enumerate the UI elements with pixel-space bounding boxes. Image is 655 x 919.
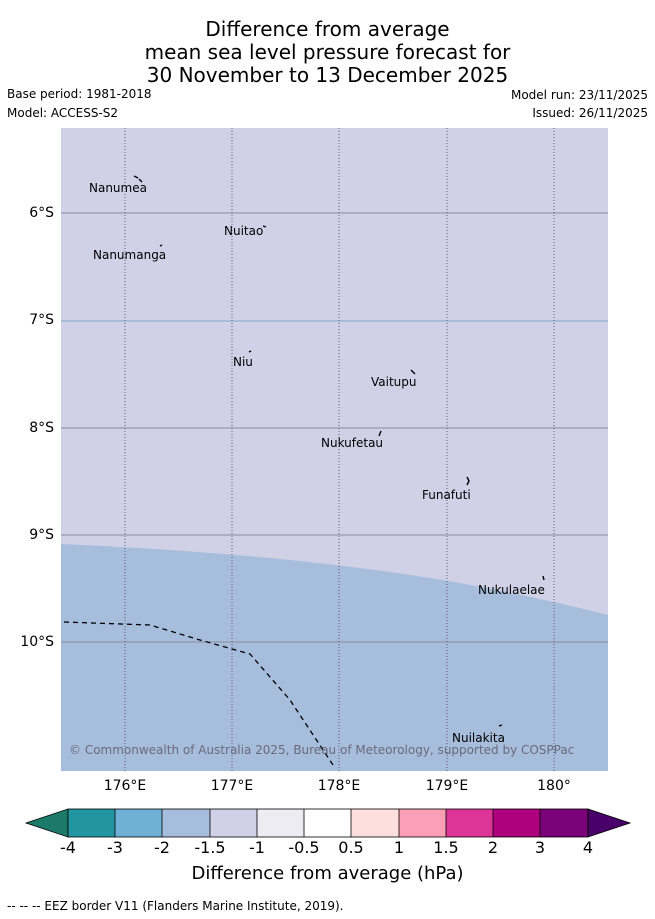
lat-gridlines (61, 212, 608, 643)
cbar-tick: 1.5 (433, 838, 459, 857)
cbar-bin-10 (493, 809, 540, 837)
island-niu (248, 350, 252, 353)
cbar-tick: -1.5 (194, 838, 226, 857)
cbar-extend-high (587, 808, 632, 838)
cbar-bin-11 (540, 809, 588, 837)
cbar-bin-8 (399, 809, 446, 837)
lat-label-7s: 7°S (29, 312, 54, 328)
colorbar-label: Difference from average (hPa) (191, 863, 464, 884)
cbar-bin-6 (304, 809, 351, 837)
cbar-bin-7 (351, 809, 399, 837)
cbar-tick: 1 (393, 838, 405, 857)
lon-label-177e: 177°E (210, 778, 254, 794)
island-nanumanga (159, 244, 163, 247)
place-funafuti: Funafuti (422, 488, 471, 502)
title-line-1: Difference from average (205, 17, 450, 41)
cbar-tick: -4 (60, 838, 76, 857)
island-shapes (133, 175, 545, 727)
lat-label-8s: 8°S (29, 420, 54, 436)
lon-label-178e: 178°E (317, 778, 361, 794)
place-nuitao: Nuitao (224, 224, 264, 238)
place-nanumanga: Nanumanga (93, 248, 167, 262)
cbar-bin-4 (210, 809, 257, 837)
copyright-notice: © Commonwealth of Australia 2025, Bureau… (69, 743, 575, 757)
lat-label-9s: 9°S (29, 527, 54, 543)
island-nuilakita (498, 724, 503, 727)
lon-label-179e: 179°E (425, 778, 469, 794)
place-nuilakita: Nuilakita (452, 731, 505, 745)
cbar-tick: 4 (582, 838, 594, 857)
eez-border (63, 621, 336, 769)
cbar-tick: 2 (487, 838, 499, 857)
lat-label-10s: 10°S (20, 634, 54, 650)
place-niu: Niu (233, 355, 253, 369)
island-nuitao (262, 225, 267, 228)
title-line-3: 30 November to 13 December 2025 (146, 63, 509, 87)
cbar-extend-low (24, 808, 69, 838)
model-name: Model: ACCESS-S2 (7, 106, 119, 120)
cbar-dividers (67, 808, 589, 838)
lon-gridlines (124, 128, 555, 771)
lon-label-176e: 176°E (103, 778, 147, 794)
island-nanumea (133, 175, 143, 183)
island-vaitupu (410, 369, 416, 375)
eez-legend-footer: -- -- -- EEZ border V11 (Flanders Marine… (7, 899, 344, 913)
title-line-2: mean sea level pressure forecast for (144, 40, 511, 64)
place-vaitupu: Vaitupu (371, 375, 417, 389)
cbar-bin-5 (257, 809, 304, 837)
cbar-tick: 0.5 (338, 838, 364, 857)
lat-label-6s: 6°S (29, 205, 54, 221)
map-fill-lower (61, 544, 608, 771)
cbar-bin-9 (446, 809, 493, 837)
cbar-bin-3 (162, 809, 210, 837)
cbar-bin-1 (68, 809, 115, 837)
model-run: Model run: 23/11/2025 (510, 88, 648, 102)
place-nukulaelae: Nukulaelae (478, 583, 545, 597)
island-funafuti (466, 476, 470, 486)
cbar-tick: -2 (154, 838, 170, 857)
base-period: Base period: 1981-2018 (7, 87, 152, 101)
cbar-bin-2 (115, 809, 162, 837)
place-nukufetau: Nukufetau (321, 436, 384, 450)
cbar-tick: 3 (534, 838, 546, 857)
island-nukulaelae (542, 575, 545, 581)
cbar-tick: -0.5 (288, 838, 320, 857)
cbar-tick: -3 (107, 838, 123, 857)
cbar-tick: -1 (249, 838, 265, 857)
lon-label-180: 180° (537, 778, 571, 794)
island-nukufetau (378, 430, 382, 437)
issued-date: Issued: 26/11/2025 (532, 106, 648, 120)
place-nanumea: Nanumea (89, 181, 147, 195)
